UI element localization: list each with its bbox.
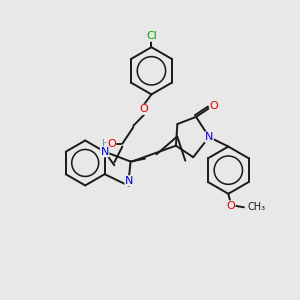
- Text: N: N: [125, 176, 133, 186]
- Text: N: N: [205, 132, 213, 142]
- Text: N: N: [100, 147, 109, 157]
- Text: O: O: [226, 201, 235, 211]
- Text: O: O: [107, 139, 116, 149]
- Text: O: O: [210, 101, 219, 111]
- Text: Cl: Cl: [146, 31, 157, 41]
- Text: O: O: [140, 104, 148, 114]
- Text: H: H: [102, 139, 110, 149]
- Text: CH₃: CH₃: [248, 202, 266, 212]
